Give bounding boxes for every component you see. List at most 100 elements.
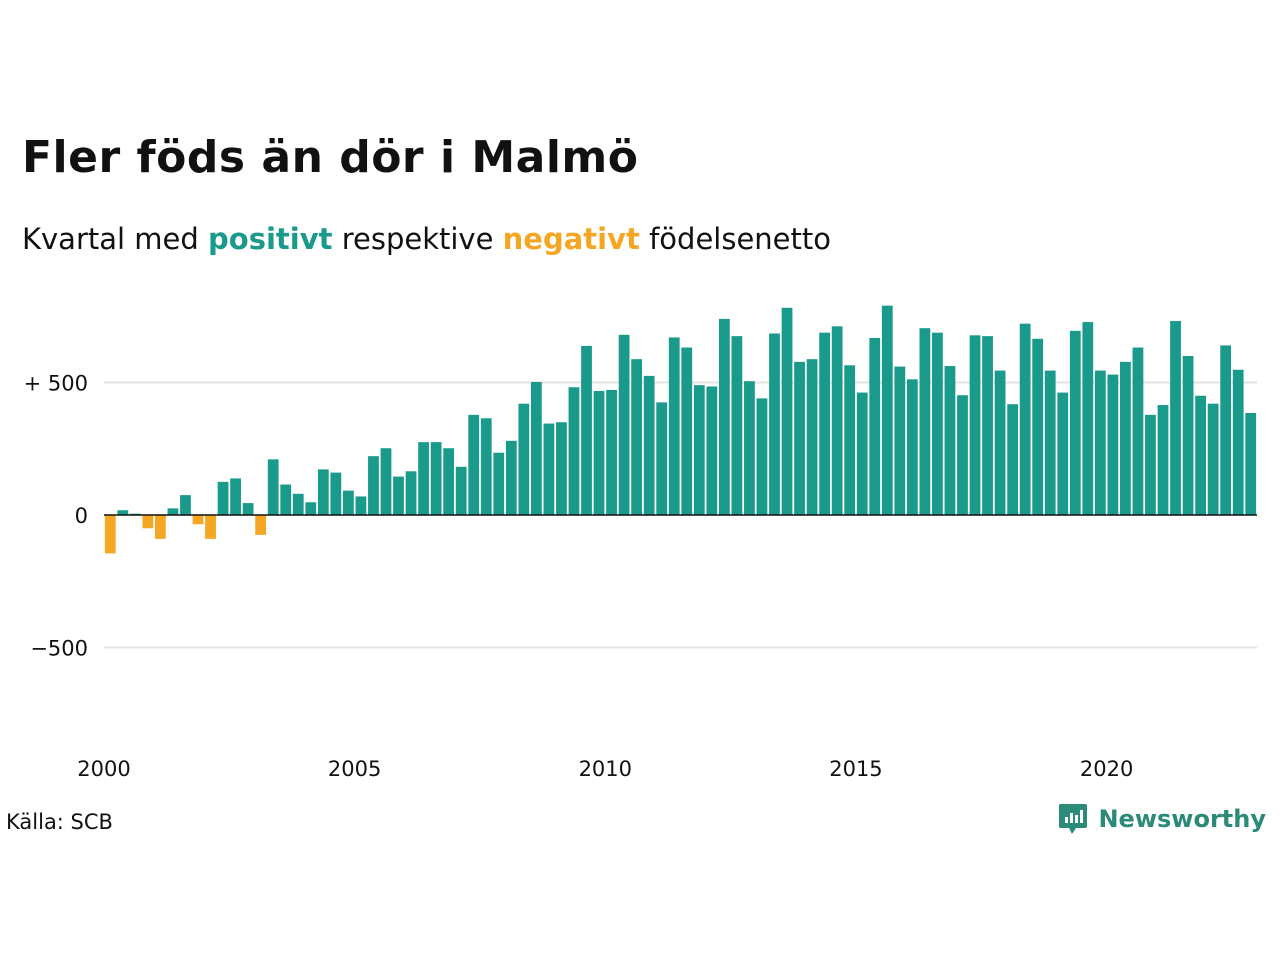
bar [255, 515, 267, 535]
bar-chart: + 500 0 −500 2000 2005 2010 2015 2020 [24, 305, 1257, 781]
bar [1207, 403, 1219, 515]
x-tick-label: 2000 [77, 757, 130, 781]
bar [418, 442, 429, 515]
bar [756, 398, 768, 515]
y-tick-label: −500 [30, 637, 88, 661]
bar [668, 337, 680, 515]
bar [881, 305, 893, 515]
bar [1007, 404, 1019, 515]
bar [518, 403, 530, 515]
bar [1195, 395, 1206, 515]
bar [368, 456, 379, 515]
bar [1145, 414, 1156, 515]
bar [1044, 370, 1056, 515]
subtitle-suffix: födelsenetto [639, 222, 831, 256]
bar [944, 366, 956, 515]
brand-logo[interactable]: Newsworthy [1058, 802, 1266, 836]
axes: + 500 0 −500 2000 2005 2010 2015 2020 [24, 372, 1257, 781]
bar [681, 347, 693, 515]
bar [380, 448, 392, 515]
bar [117, 510, 129, 515]
bar [230, 478, 241, 515]
bar [167, 508, 179, 515]
subtitle-positive-word: positivt [208, 222, 333, 256]
bar [1107, 374, 1119, 515]
x-tick-label: 2005 [328, 757, 381, 781]
bar [806, 359, 818, 515]
bar [242, 503, 254, 515]
bar [731, 336, 743, 515]
bar [706, 386, 718, 515]
bar [869, 337, 881, 515]
bar [1220, 345, 1232, 515]
bar [819, 332, 831, 515]
bar [493, 452, 505, 515]
bar [919, 328, 931, 515]
subtitle-prefix: Kvartal med [22, 222, 209, 256]
bar [104, 515, 116, 554]
bar [568, 387, 580, 515]
bar [543, 423, 555, 515]
bar [1082, 322, 1094, 515]
subtitle-negative-word: negativt [502, 222, 640, 256]
bar [744, 381, 755, 515]
bar [1120, 361, 1131, 515]
y-tick-label: 0 [75, 504, 88, 528]
x-tick-label: 2015 [829, 757, 882, 781]
subtitle-middle: respektive [332, 222, 503, 256]
bar [643, 375, 655, 515]
bar [305, 502, 317, 515]
bar [342, 490, 354, 515]
bar [530, 381, 542, 515]
bar [468, 414, 480, 515]
bar [317, 469, 329, 515]
bar [957, 395, 968, 515]
bar [618, 334, 630, 515]
newsworthy-logo-icon [1059, 804, 1088, 834]
bar [355, 496, 367, 515]
x-tick-label: 2010 [579, 757, 632, 781]
bar [906, 379, 918, 515]
bar [405, 471, 417, 515]
bar [480, 418, 492, 515]
bar [292, 493, 304, 515]
bar [1057, 392, 1069, 515]
bar [856, 392, 868, 515]
bar [1170, 321, 1181, 515]
source-note: Källa: SCB [6, 810, 113, 834]
bar [267, 459, 279, 515]
bar [1132, 347, 1144, 515]
bar [556, 422, 567, 515]
bar [455, 466, 467, 515]
bar [631, 359, 643, 515]
bar [932, 332, 943, 515]
bar [1182, 356, 1194, 515]
x-tick-label: 2020 [1080, 757, 1133, 781]
bar [1019, 323, 1031, 515]
bar [330, 472, 342, 515]
chart-title: Fler föds än dör i Malmö [22, 132, 639, 183]
bar [769, 333, 780, 515]
bar [217, 481, 229, 515]
bar [831, 326, 843, 515]
bar [982, 336, 993, 515]
bar [994, 370, 1006, 515]
bar [205, 515, 216, 539]
bar [443, 448, 455, 515]
bar [1245, 412, 1257, 515]
chart-subtitle: Kvartal med positivt respektive negativt… [22, 222, 831, 256]
bar [1157, 405, 1169, 515]
bar [593, 390, 605, 515]
bar [794, 361, 805, 515]
bar [656, 402, 668, 515]
bar [192, 515, 204, 525]
bar [718, 318, 730, 515]
bar [180, 495, 191, 515]
bar [1032, 338, 1044, 515]
bar [693, 385, 705, 515]
bar [142, 515, 154, 529]
bar [606, 389, 617, 515]
bar [1232, 369, 1244, 515]
bar [155, 515, 166, 539]
bar [781, 307, 793, 515]
